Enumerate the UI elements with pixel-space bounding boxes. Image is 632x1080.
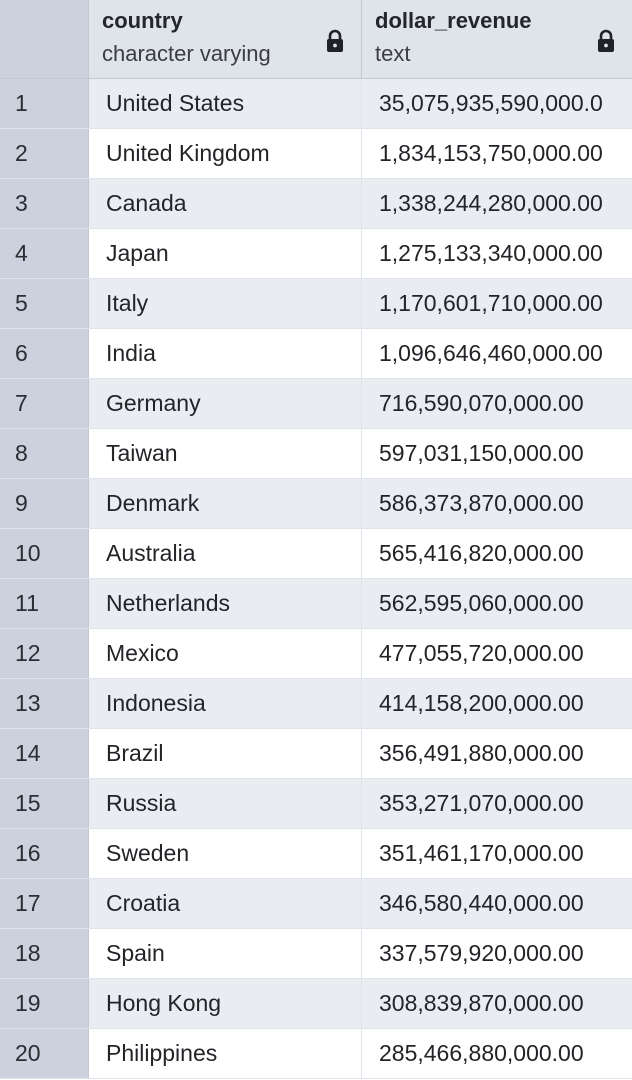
table-row[interactable]: 8 Taiwan 597,031,150,000.00 [0,429,632,479]
cell-country[interactable]: India [89,329,362,378]
cell-country[interactable]: Canada [89,179,362,228]
cell-dollar-revenue[interactable]: 351,461,170,000.00 [362,829,632,878]
column-header-country[interactable]: country character varying [89,0,362,78]
lock-icon [327,29,343,52]
cell-dollar-revenue[interactable]: 562,595,060,000.00 [362,579,632,628]
table-row[interactable]: 2 United Kingdom 1,834,153,750,000.00 [0,129,632,179]
row-number[interactable]: 11 [0,579,89,628]
cell-dollar-revenue[interactable]: 308,839,870,000.00 [362,979,632,1028]
table-row[interactable]: 7 Germany 716,590,070,000.00 [0,379,632,429]
cell-dollar-revenue[interactable]: 346,580,440,000.00 [362,879,632,928]
cell-country[interactable]: Spain [89,929,362,978]
cell-country[interactable]: Germany [89,379,362,428]
row-number[interactable]: 15 [0,779,89,828]
row-number[interactable]: 2 [0,129,89,178]
table-row[interactable]: 6 India 1,096,646,460,000.00 [0,329,632,379]
table-row[interactable]: 13 Indonesia 414,158,200,000.00 [0,679,632,729]
row-number[interactable]: 1 [0,79,89,128]
row-number[interactable]: 19 [0,979,89,1028]
cell-country[interactable]: Sweden [89,829,362,878]
table-row[interactable]: 1 United States 35,075,935,590,000.0 [0,79,632,129]
cell-country[interactable]: Australia [89,529,362,578]
table-row[interactable]: 12 Mexico 477,055,720,000.00 [0,629,632,679]
row-number[interactable]: 18 [0,929,89,978]
table-row[interactable]: 14 Brazil 356,491,880,000.00 [0,729,632,779]
table-row[interactable]: 20 Philippines 285,466,880,000.00 [0,1029,632,1079]
cell-country[interactable]: Mexico [89,629,362,678]
table-row[interactable]: 19 Hong Kong 308,839,870,000.00 [0,979,632,1029]
cell-country[interactable]: Croatia [89,879,362,928]
cell-dollar-revenue[interactable]: 1,096,646,460,000.00 [362,329,632,378]
table-row[interactable]: 16 Sweden 351,461,170,000.00 [0,829,632,879]
cell-country[interactable]: United States [89,79,362,128]
cell-dollar-revenue[interactable]: 1,338,244,280,000.00 [362,179,632,228]
column-header-dollar-revenue[interactable]: dollar_revenue text [362,0,632,78]
cell-dollar-revenue[interactable]: 353,271,070,000.00 [362,779,632,828]
cell-dollar-revenue[interactable]: 586,373,870,000.00 [362,479,632,528]
row-number-header[interactable] [0,0,89,78]
cell-country[interactable]: Philippines [89,1029,362,1078]
table-row[interactable]: 17 Croatia 346,580,440,000.00 [0,879,632,929]
cell-dollar-revenue[interactable]: 597,031,150,000.00 [362,429,632,478]
row-number[interactable]: 16 [0,829,89,878]
cell-country[interactable]: Japan [89,229,362,278]
cell-country[interactable]: Russia [89,779,362,828]
row-number[interactable]: 9 [0,479,89,528]
cell-country[interactable]: United Kingdom [89,129,362,178]
cell-country[interactable]: Taiwan [89,429,362,478]
cell-dollar-revenue[interactable]: 716,590,070,000.00 [362,379,632,428]
cell-country[interactable]: Denmark [89,479,362,528]
cell-dollar-revenue[interactable]: 414,158,200,000.00 [362,679,632,728]
cell-dollar-revenue[interactable]: 337,579,920,000.00 [362,929,632,978]
cell-country[interactable]: Brazil [89,729,362,778]
row-number[interactable]: 17 [0,879,89,928]
cell-country[interactable]: Italy [89,279,362,328]
cell-dollar-revenue[interactable]: 1,834,153,750,000.00 [362,129,632,178]
row-number[interactable]: 8 [0,429,89,478]
row-number[interactable]: 5 [0,279,89,328]
column-name: dollar_revenue [375,8,532,33]
table-row[interactable]: 3 Canada 1,338,244,280,000.00 [0,179,632,229]
cell-dollar-revenue[interactable]: 1,170,601,710,000.00 [362,279,632,328]
cell-dollar-revenue[interactable]: 1,275,133,340,000.00 [362,229,632,278]
cell-country[interactable]: Indonesia [89,679,362,728]
cell-country[interactable]: Hong Kong [89,979,362,1028]
row-number[interactable]: 20 [0,1029,89,1078]
table-row[interactable]: 4 Japan 1,275,133,340,000.00 [0,229,632,279]
cell-dollar-revenue[interactable]: 356,491,880,000.00 [362,729,632,778]
cell-dollar-revenue[interactable]: 35,075,935,590,000.0 [362,79,632,128]
column-type: character varying [102,41,271,66]
grid-header: country character varying dollar_revenue… [0,0,632,79]
table-row[interactable]: 18 Spain 337,579,920,000.00 [0,929,632,979]
row-number[interactable]: 14 [0,729,89,778]
row-number[interactable]: 4 [0,229,89,278]
row-number[interactable]: 12 [0,629,89,678]
cell-dollar-revenue[interactable]: 565,416,820,000.00 [362,529,632,578]
table-row[interactable]: 5 Italy 1,170,601,710,000.00 [0,279,632,329]
table-row[interactable]: 9 Denmark 586,373,870,000.00 [0,479,632,529]
row-number[interactable]: 7 [0,379,89,428]
lock-icon [598,29,614,52]
row-number[interactable]: 13 [0,679,89,728]
cell-dollar-revenue[interactable]: 477,055,720,000.00 [362,629,632,678]
row-number[interactable]: 3 [0,179,89,228]
column-name: country [102,8,183,33]
column-type: text [375,41,411,66]
table-row[interactable]: 11 Netherlands 562,595,060,000.00 [0,579,632,629]
cell-country[interactable]: Netherlands [89,579,362,628]
row-number[interactable]: 10 [0,529,89,578]
table-row[interactable]: 10 Australia 565,416,820,000.00 [0,529,632,579]
table-row[interactable]: 15 Russia 353,271,070,000.00 [0,779,632,829]
cell-dollar-revenue[interactable]: 285,466,880,000.00 [362,1029,632,1078]
row-number[interactable]: 6 [0,329,89,378]
